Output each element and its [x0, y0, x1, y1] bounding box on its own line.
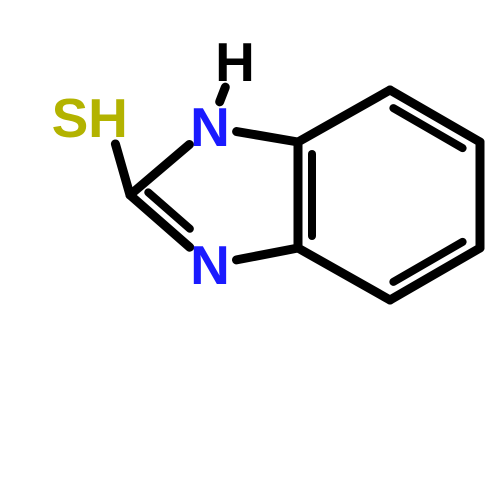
bond-line — [237, 248, 298, 260]
bond-line — [298, 90, 390, 142]
bond-line — [298, 248, 390, 300]
atom-label-h: H — [88, 87, 128, 149]
molecule-diagram: NHNSH — [0, 0, 500, 500]
bond-layer — [115, 87, 480, 300]
bond-line — [237, 132, 298, 142]
atom-label-h: H — [215, 31, 255, 93]
atom-label-n: N — [190, 96, 230, 158]
atom-label-s: S — [52, 87, 89, 149]
bond-line — [115, 144, 130, 195]
atom-label-n: N — [190, 234, 230, 296]
bond-line — [130, 144, 189, 195]
atom-label-layer: NHNSH — [52, 31, 255, 296]
